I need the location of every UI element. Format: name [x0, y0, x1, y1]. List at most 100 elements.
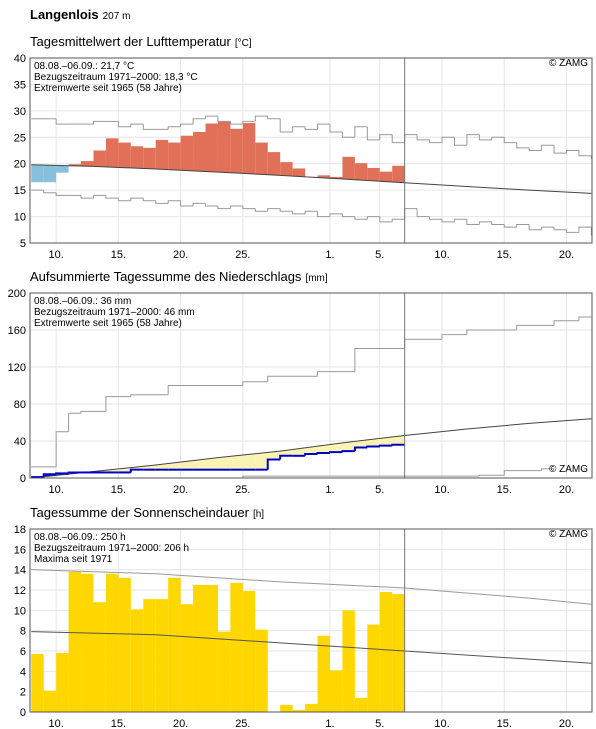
chart-unit: [h] [253, 509, 264, 520]
bar [118, 577, 131, 712]
plot-frame [29, 528, 593, 713]
bar [105, 573, 119, 712]
extreme-line [379, 134, 393, 140]
extreme-line [117, 121, 131, 128]
x-tick-label: 15. [497, 718, 512, 729]
y-tick-label: 200 [8, 288, 26, 300]
credit: © ZAMG [549, 529, 588, 540]
bar [130, 609, 144, 712]
anomaly-bar [379, 171, 393, 182]
extreme-line [55, 431, 69, 467]
extreme-line [254, 115, 268, 122]
y-tick-label: 15 [14, 185, 26, 197]
deviation-bar [230, 455, 243, 470]
deviation-bar [255, 453, 268, 470]
extreme-line [341, 213, 355, 218]
extreme-line [441, 219, 455, 223]
plot-area [31, 115, 592, 236]
y-tick-label: 18 [14, 524, 26, 536]
extreme-line [304, 210, 318, 214]
deviation-bar [180, 461, 194, 470]
extreme-line [516, 224, 530, 228]
x-tick-label: 20. [173, 249, 188, 261]
anomaly-bar [230, 128, 243, 174]
observed-line [353, 446, 368, 452]
extreme-line [167, 385, 243, 395]
x-tick-label: 25. [235, 249, 250, 261]
extreme-line [491, 221, 505, 225]
anomaly-bar [292, 168, 306, 177]
anomaly-bar [267, 152, 281, 176]
anomaly-bar [255, 142, 268, 175]
deviation-bar [193, 459, 206, 470]
extreme-line [441, 136, 455, 143]
extreme-line [130, 394, 169, 397]
info-note: Extremwerte seit 1965 (58 Jahre) [34, 83, 182, 94]
observed-line [316, 452, 330, 455]
extreme-line [292, 211, 306, 215]
extreme-line [155, 200, 169, 204]
bar [392, 594, 405, 712]
x-tick-label: 20. [173, 718, 188, 729]
reference-line [31, 569, 592, 605]
observed-line [378, 444, 393, 447]
info-note: 08.08.–06.09.: 250 h [34, 532, 126, 543]
bar [68, 571, 82, 712]
extreme-line [590, 227, 592, 236]
x-tick-label: 10. [48, 718, 63, 729]
anomaly-bar [242, 123, 256, 174]
x-tick-label: 15. [497, 484, 512, 496]
extreme-line [329, 124, 343, 133]
extreme-line [578, 226, 592, 233]
x-tick-label: 20. [173, 484, 188, 496]
x-tick-label: 1. [325, 718, 334, 729]
extreme-line [55, 192, 69, 196]
extreme-line [254, 208, 268, 212]
x-tick-label: 5. [375, 249, 384, 261]
anomaly-bar [130, 146, 144, 169]
observed-line [42, 473, 57, 478]
deviation-bar [379, 437, 393, 446]
y-tick-label: 30 [14, 106, 26, 118]
deviation-bar [217, 457, 231, 470]
x-tick-label: 25. [235, 718, 250, 729]
deviation-bar [143, 465, 156, 470]
deviation-bar [329, 443, 343, 453]
bar [143, 599, 156, 712]
extreme-line [491, 136, 505, 140]
x-tick-label: 1. [325, 249, 334, 261]
y-tick-label: 20 [14, 159, 26, 171]
chart: Aufsummierte Tagessumme des Niederschlag… [8, 269, 593, 496]
extreme-line [267, 208, 281, 212]
observed-line [129, 468, 144, 473]
x-tick-label: 20. [559, 249, 574, 261]
bar [180, 604, 194, 712]
info-note: Bezugszeitraum 1971–2000: 18,3 °C [34, 72, 198, 83]
chart-unit: [°C] [235, 38, 252, 49]
deviation-bar [205, 458, 218, 470]
extreme-line [317, 211, 330, 218]
extreme-line [553, 320, 579, 326]
anomaly-bar [43, 165, 57, 183]
anomaly-bar [31, 164, 44, 183]
bar [93, 602, 106, 712]
extreme-line [317, 123, 330, 130]
extreme-line [142, 198, 156, 202]
extreme-line [242, 206, 256, 210]
reference-line [31, 631, 592, 664]
chart-title: Tagesmittelwert der Lufttemperatur [°C] [30, 34, 252, 49]
extreme-line [516, 142, 530, 149]
x-tick-label: 15. [111, 484, 126, 496]
y-tick-label: 12 [14, 585, 26, 597]
deviation-bar [367, 439, 380, 447]
y-tick-label: 8 [20, 626, 26, 638]
extreme-line [43, 190, 57, 194]
bar [230, 582, 243, 712]
observed-line [366, 445, 380, 448]
extreme-line [341, 132, 355, 138]
observed-line [279, 454, 293, 460]
deviation-bar [267, 451, 281, 460]
y-tick-label: 40 [14, 436, 26, 448]
anomaly-bar [392, 165, 405, 183]
